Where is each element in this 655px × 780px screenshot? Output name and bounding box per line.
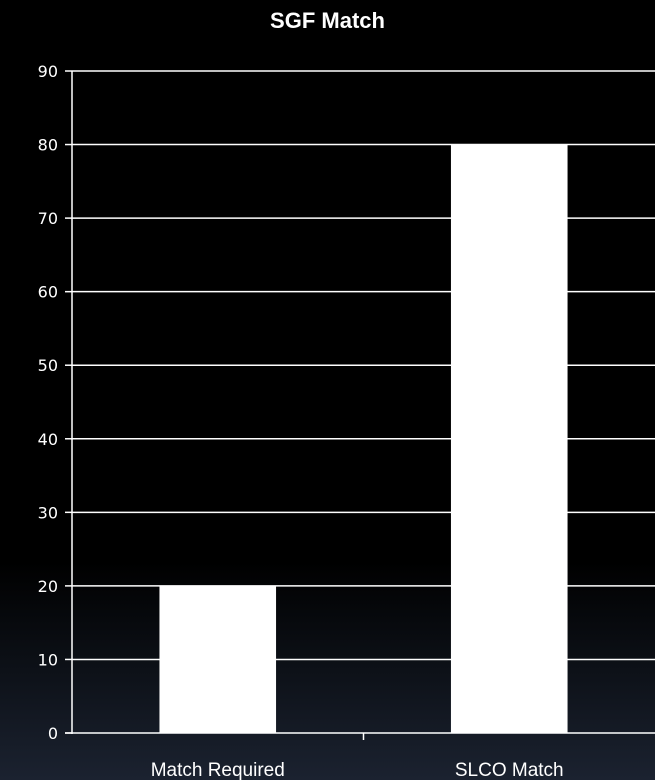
y-tick-label: 30 (38, 503, 58, 522)
bars (159, 144, 568, 734)
y-tick-label: 40 (38, 430, 58, 449)
y-tick-label: 70 (38, 209, 58, 228)
y-tick-label: 80 (38, 136, 58, 155)
axes (65, 70, 655, 740)
bar (159, 585, 277, 733)
y-tick-label: 60 (38, 283, 58, 302)
y-tick-label: 90 (38, 62, 58, 81)
y-tick-label: 10 (38, 650, 58, 669)
y-tick-label: 50 (38, 356, 58, 375)
x-category-label: Match Required (151, 760, 285, 780)
x-category-label: SLCO Match (455, 760, 564, 780)
y-tick-label: 20 (38, 577, 58, 596)
chart-title: SGF Match (270, 8, 385, 33)
y-tick-label: 0 (48, 724, 58, 743)
labels: 0 10 20 30 40 50 60 70 80 90 Match Required SLCO Ma… (38, 62, 564, 780)
bar (450, 144, 568, 734)
